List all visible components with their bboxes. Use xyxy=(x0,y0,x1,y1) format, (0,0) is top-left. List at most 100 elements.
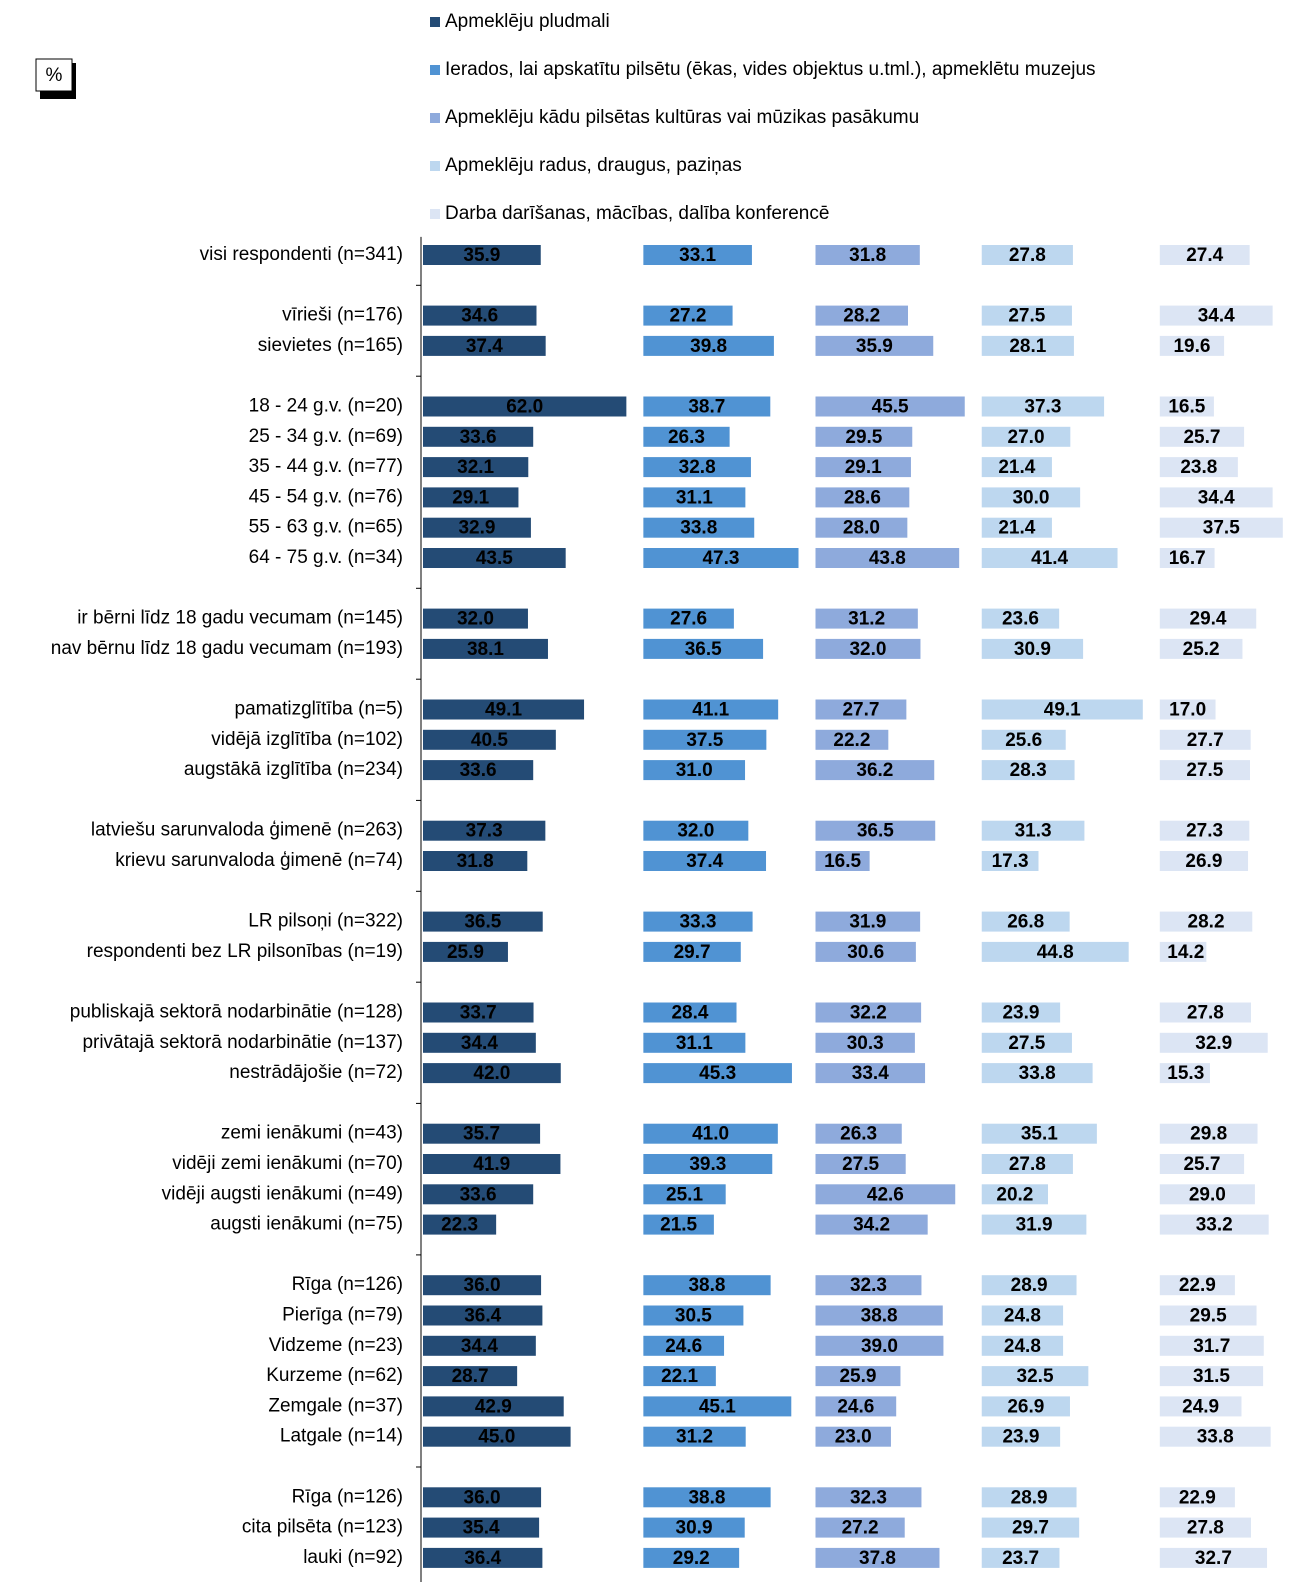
value-label: 32.0 xyxy=(457,609,494,630)
value-label: 28.4 xyxy=(671,1003,708,1024)
value-label: 44.8 xyxy=(1037,942,1074,963)
value-label: 25.2 xyxy=(1183,639,1220,660)
value-label: 42.0 xyxy=(473,1063,510,1084)
bar xyxy=(643,1184,726,1205)
value-label: 30.6 xyxy=(847,942,884,963)
bar xyxy=(815,941,916,962)
value-label: 32.9 xyxy=(1195,1033,1232,1054)
bar xyxy=(981,1184,1048,1205)
bar xyxy=(1159,1366,1264,1387)
value-label: 17.3 xyxy=(992,851,1029,872)
bar xyxy=(1159,760,1250,781)
bar xyxy=(643,1366,716,1387)
category-label: Pierīga (n=79) xyxy=(282,1305,403,1326)
bar xyxy=(1159,1063,1210,1084)
bar xyxy=(643,1154,773,1174)
category-label: respondenti bez LR pilsonības (n=19) xyxy=(87,941,403,962)
bar xyxy=(423,1032,536,1053)
category-label: Latgale (n=14) xyxy=(280,1426,403,1447)
category-label: publiskajā sektorā nodarbinātie (n=128) xyxy=(70,1002,403,1023)
value-label: 31.9 xyxy=(1016,1215,1053,1236)
value-label: 25.7 xyxy=(1183,1154,1220,1175)
bar xyxy=(643,911,753,932)
value-label: 33.8 xyxy=(680,518,717,539)
value-label: 30.9 xyxy=(676,1518,713,1539)
value-label: 22.2 xyxy=(833,730,870,751)
bar xyxy=(1159,1214,1269,1235)
bar xyxy=(815,457,911,478)
category-label: vidēji zemi ienākumi (n=70) xyxy=(172,1153,403,1174)
bar xyxy=(815,729,889,750)
value-label: 26.9 xyxy=(1185,851,1222,872)
bar xyxy=(981,1154,1073,1174)
value-label: 27.6 xyxy=(670,609,707,630)
bar xyxy=(643,487,746,508)
value-label: 32.5 xyxy=(1017,1366,1054,1387)
bar xyxy=(815,1517,905,1538)
bar xyxy=(815,1154,906,1174)
category-label: latviešu sarunvaloda ģimenē (n=263) xyxy=(91,820,403,841)
value-label: 36.5 xyxy=(685,639,722,660)
value-label: 22.1 xyxy=(661,1366,698,1387)
bar xyxy=(423,1123,541,1144)
bar xyxy=(1159,1154,1245,1174)
value-label: 30.3 xyxy=(847,1033,884,1054)
value-label: 33.3 xyxy=(679,912,716,933)
bar xyxy=(423,820,546,841)
bar xyxy=(423,1396,564,1417)
value-label: 32.0 xyxy=(849,639,886,660)
bar xyxy=(815,911,921,932)
bar xyxy=(815,1547,940,1568)
value-label: 28.9 xyxy=(1011,1487,1048,1508)
value-label: 28.2 xyxy=(1188,912,1225,933)
bar xyxy=(981,760,1075,781)
value-label: 27.5 xyxy=(1008,1033,1045,1054)
bar xyxy=(815,760,935,781)
bar xyxy=(1159,1305,1257,1326)
bar xyxy=(423,1063,561,1084)
bar xyxy=(815,820,936,841)
bar xyxy=(423,760,534,781)
bar xyxy=(981,305,1072,326)
legend-label: Ierados, lai apskatītu pilsētu (ēkas, vi… xyxy=(445,59,1096,80)
value-label: 36.4 xyxy=(464,1548,501,1569)
bar xyxy=(1159,487,1273,508)
bar xyxy=(643,1426,746,1447)
value-label: 27.5 xyxy=(1008,306,1045,327)
value-label: 27.5 xyxy=(1186,760,1223,781)
value-label: 17.0 xyxy=(1169,700,1206,721)
value-label: 31.5 xyxy=(1193,1366,1230,1387)
value-label: 31.1 xyxy=(676,1033,713,1054)
bar xyxy=(815,335,934,356)
category-label: lauki (n=92) xyxy=(303,1547,403,1568)
value-label: 28.9 xyxy=(1011,1275,1048,1296)
value-label: 36.5 xyxy=(464,912,501,933)
bar xyxy=(643,1032,746,1053)
value-label: 33.2 xyxy=(1196,1215,1233,1236)
value-label: 31.3 xyxy=(1015,821,1052,842)
bar xyxy=(815,1366,901,1387)
bar xyxy=(981,1487,1077,1508)
bar xyxy=(815,517,908,538)
value-label: 37.3 xyxy=(466,821,503,842)
value-label: 27.8 xyxy=(1187,1518,1224,1539)
value-label: 31.1 xyxy=(676,487,713,508)
bar xyxy=(1159,851,1249,871)
bar xyxy=(981,1335,1064,1356)
bar xyxy=(815,396,965,417)
category-label: vidējā izglītība (n=102) xyxy=(211,729,403,750)
bar xyxy=(815,1123,902,1144)
bar xyxy=(643,851,767,871)
bar xyxy=(423,1547,543,1568)
bar xyxy=(423,1426,571,1447)
bar xyxy=(981,941,1129,962)
bar xyxy=(1159,941,1207,962)
category-label: 64 - 75 g.v. (n=34) xyxy=(249,547,403,568)
value-label: 23.9 xyxy=(1002,1427,1039,1448)
value-label: 35.1 xyxy=(1021,1124,1058,1145)
value-label: 32.2 xyxy=(850,1003,887,1024)
value-label: 24.9 xyxy=(1182,1396,1219,1417)
bar xyxy=(981,820,1085,841)
value-label: 20.2 xyxy=(996,1184,1033,1205)
